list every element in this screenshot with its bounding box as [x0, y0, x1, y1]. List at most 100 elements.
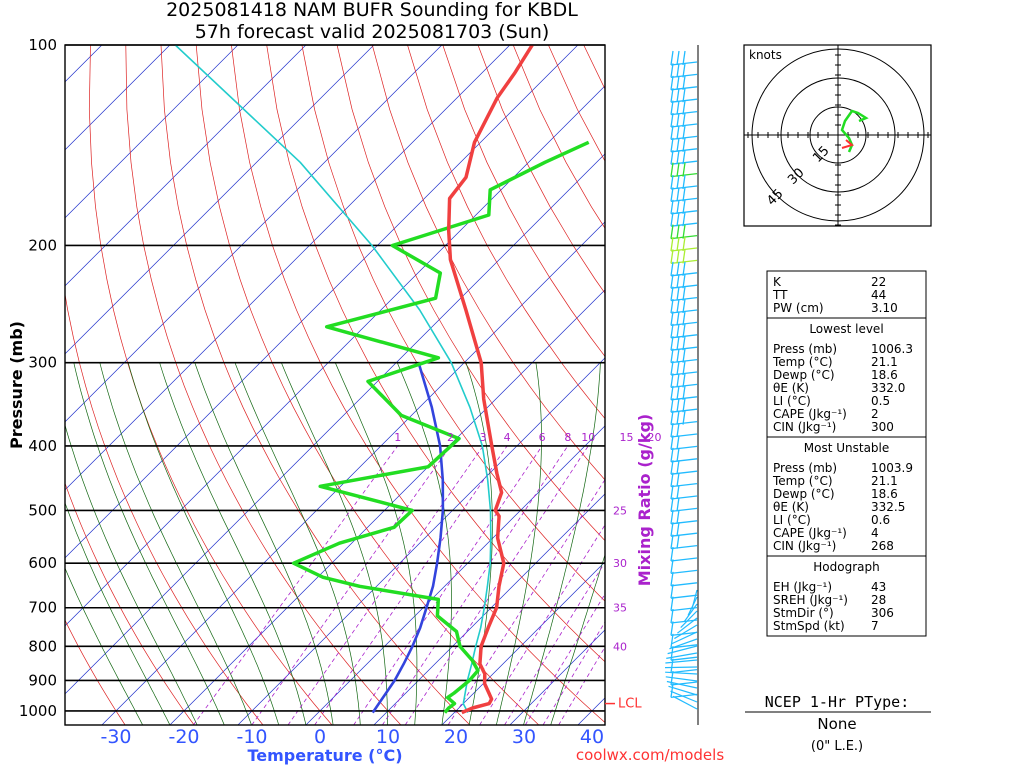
- temperature-tick-label: 10: [376, 726, 400, 748]
- wind-barb-flag: [677, 411, 679, 425]
- mixing-ratio-label: 3: [480, 431, 487, 444]
- wind-barb: [671, 546, 697, 549]
- mixing-ratio-line: [288, 446, 483, 725]
- wind-barb: [673, 696, 697, 709]
- wind-barb: [671, 570, 697, 573]
- mixing-ratio-label: 35: [613, 602, 627, 615]
- isotherm-line: [0, 45, 306, 725]
- moist-adiabat-line: [50, 363, 198, 725]
- wind-barb-flag: [677, 460, 679, 474]
- mixing-ratio-line: [193, 446, 397, 725]
- most-unstable-label: LI (°C): [773, 513, 811, 527]
- wind-barb-flag: [677, 349, 679, 363]
- mixing-ratio-line: [525, 446, 695, 725]
- lowest-level-value: 300: [871, 420, 894, 434]
- mixing-ratio-label: 8: [564, 431, 571, 444]
- wind-barb: [671, 583, 697, 586]
- wind-barb-flag: [677, 237, 679, 251]
- lowest-level-label: Press (mb): [773, 342, 837, 356]
- wind-barb-flag: [677, 522, 679, 536]
- most-unstable-label: θE (K): [773, 500, 809, 514]
- hodograph-stats-header: Hodograph: [813, 560, 879, 574]
- moist-adiabat-line: [100, 363, 252, 725]
- hodograph-stats-label: StmDir (°): [773, 606, 834, 620]
- wind-barbs: [665, 45, 698, 725]
- temperature-tick-label: -30: [100, 726, 131, 748]
- most-unstable-value: 18.6: [871, 487, 898, 501]
- moist-adiabat-reference-trace: [373, 363, 443, 713]
- temperature-tick-label: 0: [314, 726, 326, 748]
- most-unstable-header: Most Unstable: [804, 441, 890, 455]
- wind-barb-flag: [677, 175, 679, 189]
- mixing-ratio-label: 40: [613, 640, 627, 653]
- mixing-ratio-axis-label: Mixing Ratio (g/kg): [635, 414, 654, 586]
- pressure-tick-label: 900: [28, 671, 57, 689]
- wind-barb-flag: [677, 535, 679, 549]
- footer-url[interactable]: coolwx.com/models: [576, 746, 724, 764]
- hodograph-stats-label: StmSpd (kt): [773, 619, 845, 633]
- wind-barb-flag: [677, 125, 679, 139]
- indices-top-label: TT: [772, 288, 788, 302]
- hodograph-stats-value: 306: [871, 606, 894, 620]
- pressure-tick-label: 500: [28, 501, 57, 519]
- wind-barb: [671, 533, 697, 536]
- hodograph-stats-label: EH (Jkg⁻¹): [773, 580, 832, 594]
- lcl-label: LCL: [618, 697, 642, 712]
- chart-subtitle: 57h forecast valid 2025081703 (Sun): [195, 21, 550, 43]
- mixing-ratio-label: 15: [620, 431, 634, 444]
- lowest-level-value: 21.1: [871, 355, 898, 369]
- dry-adiabat-line: [231, 45, 607, 725]
- wind-barb-flag: [677, 324, 679, 338]
- mixing-ratio-label: 2: [447, 431, 454, 444]
- lowest-level-label: CIN (Jkg⁻¹): [773, 420, 836, 434]
- wind-barb-flag: [677, 510, 679, 524]
- wind-barb: [671, 496, 697, 499]
- wind-barb-flag: [677, 101, 679, 115]
- most-unstable-label: Temp (°C): [772, 474, 833, 488]
- wind-barb-flag: [677, 138, 679, 152]
- isotherm-line: [0, 45, 238, 725]
- lowest-level-label: θE (K): [773, 381, 809, 395]
- indices-top-value: 44: [871, 288, 886, 302]
- hodograph-stats-value: 28: [871, 593, 886, 607]
- dewpoint-trace: [294, 142, 589, 712]
- wind-barb-flag: [677, 336, 679, 350]
- mixing-ratio-label: 6: [539, 431, 546, 444]
- lowest-level-value: 332.0: [871, 381, 905, 395]
- pressure-tick-label: 100: [28, 36, 57, 54]
- isotherm-line: [0, 45, 510, 725]
- hodograph-units-label: knots: [749, 48, 782, 62]
- ptype-header: NCEP 1-Hr PType:: [765, 693, 910, 711]
- wind-barb-flag: [677, 262, 679, 276]
- wind-barb-flag: [671, 51, 673, 65]
- hodograph-stats-value: 43: [871, 580, 886, 594]
- ptype-panel: NCEP 1-Hr PType: None (0" L.E.): [745, 693, 931, 754]
- most-unstable-value: 268: [871, 539, 894, 553]
- wind-barb-flag: [677, 249, 679, 263]
- moist-adiabat-line: [128, 363, 279, 725]
- mixing-ratio-label: 4: [504, 431, 511, 444]
- most-unstable-label: CIN (Jkg⁻¹): [773, 539, 836, 553]
- indices-top-value: 3.10: [871, 301, 898, 315]
- wind-barb: [671, 434, 697, 437]
- x-axis-label: Temperature (°C): [247, 746, 402, 765]
- wind-barb-flag: [677, 150, 679, 164]
- temperature-tick-label: 30: [512, 726, 536, 748]
- wind-barb-flag: [677, 361, 679, 375]
- pressure-tick-label: 600: [28, 554, 57, 572]
- lowest-level-value: 1006.3: [871, 342, 913, 356]
- y-axis-label: Pressure (mb): [7, 321, 26, 449]
- wind-barb: [671, 508, 697, 511]
- wind-barb: [671, 657, 697, 660]
- wind-barb-flag: [677, 435, 679, 449]
- temperature-tick-label: -20: [168, 726, 199, 748]
- wind-barb-flag: [677, 212, 679, 226]
- pressure-tick-label: 700: [28, 599, 57, 617]
- wind-barb-flag: [677, 88, 679, 102]
- wind-barb-flag: [677, 386, 679, 400]
- most-unstable-label: Press (mb): [773, 461, 837, 475]
- moist-adiabat-line: [160, 363, 306, 725]
- wind-barb-flag: [677, 497, 679, 511]
